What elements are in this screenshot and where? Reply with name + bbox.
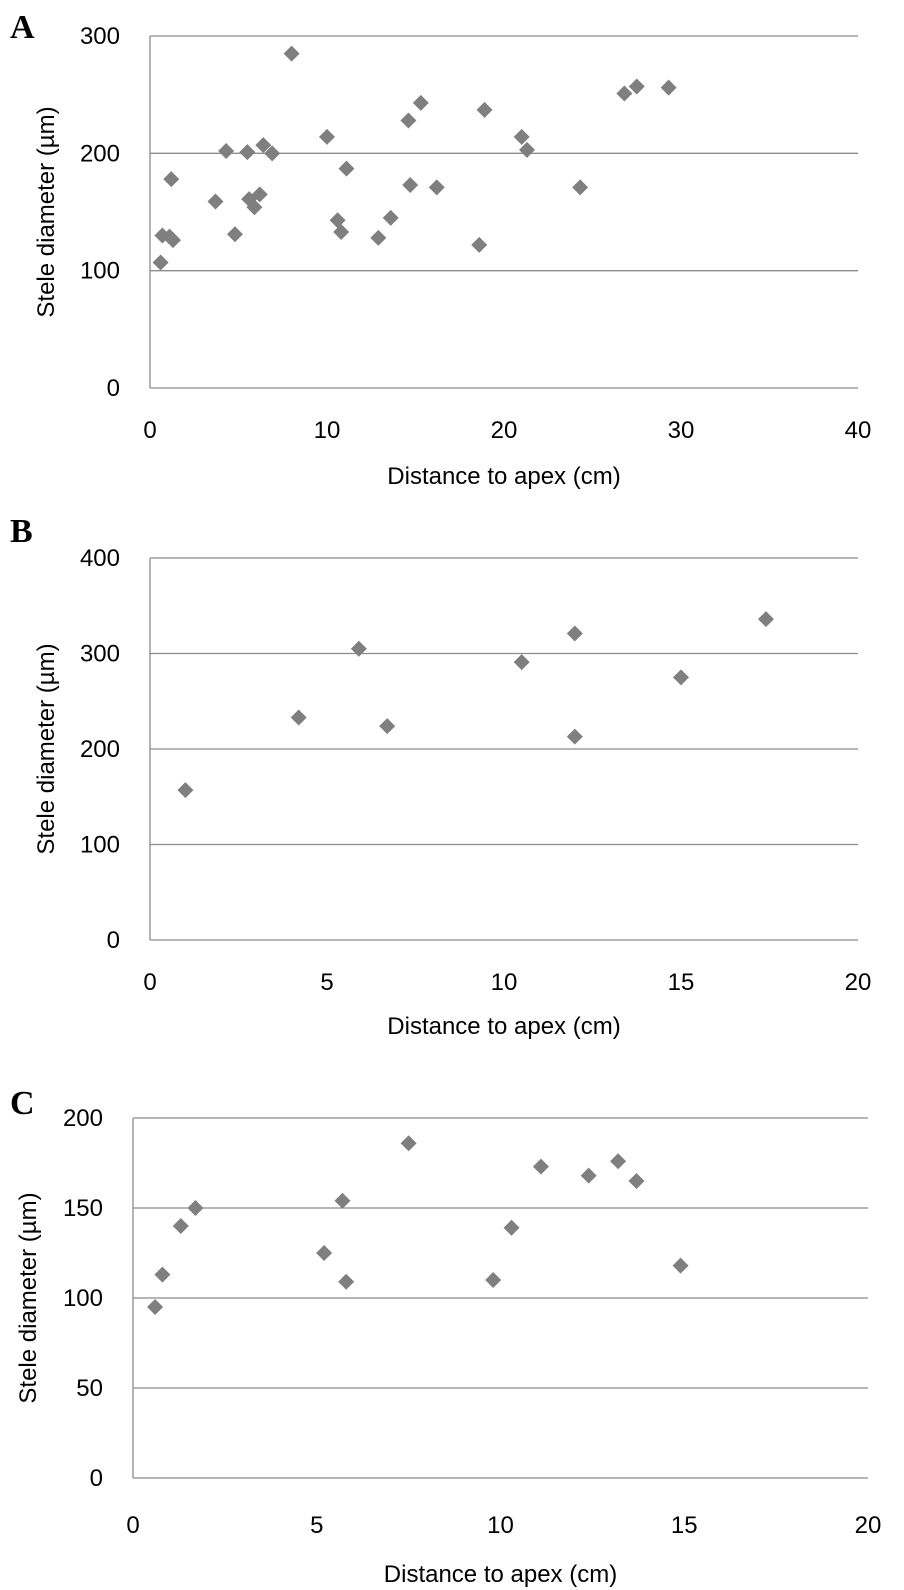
x-tick-label: 10 xyxy=(491,969,518,996)
data-point xyxy=(504,1220,520,1236)
y-axis-label: Stele diameter (µm) xyxy=(33,643,60,854)
x-axis-label: Distance to apex (cm) xyxy=(387,463,620,490)
x-tick-label: 40 xyxy=(845,417,872,444)
x-tick-label: 0 xyxy=(143,417,156,444)
data-point xyxy=(471,237,487,253)
data-point xyxy=(400,112,416,128)
y-tick-label: 200 xyxy=(80,736,120,763)
x-tick-label: 20 xyxy=(855,1512,882,1539)
data-point xyxy=(284,46,300,62)
x-tick-label: 20 xyxy=(845,969,872,996)
data-point xyxy=(153,254,169,270)
x-tick-label: 15 xyxy=(671,1512,698,1539)
y-tick-label: 100 xyxy=(80,258,120,285)
data-point xyxy=(567,729,583,745)
data-point xyxy=(316,1245,332,1261)
data-point xyxy=(177,782,193,798)
x-tick-label: 10 xyxy=(314,417,341,444)
chart-b: B 0 100 200 300 400 0 5 10 15 20 Distance to apex (… xyxy=(10,513,871,1040)
y-tick-label: 300 xyxy=(80,23,120,50)
data-point xyxy=(616,85,632,101)
data-point xyxy=(207,193,223,209)
data-point xyxy=(572,179,588,195)
data-point xyxy=(187,1200,203,1216)
data-point xyxy=(485,1272,501,1288)
data-point xyxy=(413,95,429,111)
x-tick-label: 10 xyxy=(487,1512,514,1539)
y-axis-label: Stele diameter (µm) xyxy=(33,106,60,317)
data-point xyxy=(401,1135,417,1151)
x-axis-label: Distance to apex (cm) xyxy=(384,1561,617,1588)
data-point xyxy=(319,129,335,145)
y-tick-label: 200 xyxy=(63,1105,103,1132)
data-point xyxy=(338,161,354,177)
x-tick-label: 0 xyxy=(143,969,156,996)
data-point xyxy=(581,1168,597,1184)
data-point xyxy=(610,1153,626,1169)
y-tick-label: 0 xyxy=(107,375,120,402)
panel-label: B xyxy=(10,513,33,550)
y-tick-label: 150 xyxy=(63,1195,103,1222)
data-point xyxy=(661,80,677,96)
data-point xyxy=(629,78,645,94)
data-point xyxy=(628,1173,644,1189)
data-point xyxy=(477,102,493,118)
data-point xyxy=(514,654,530,670)
data-point xyxy=(291,709,307,725)
x-tick-label: 30 xyxy=(668,417,695,444)
y-tick-label: 50 xyxy=(76,1375,103,1402)
panel-label: C xyxy=(10,1085,35,1122)
data-point xyxy=(379,718,395,734)
x-tick-label: 5 xyxy=(310,1512,323,1539)
data-point xyxy=(154,1267,170,1283)
data-point xyxy=(673,669,689,685)
panel-label: A xyxy=(10,9,35,46)
data-point xyxy=(338,1274,354,1290)
data-point xyxy=(383,210,399,226)
y-tick-label: 200 xyxy=(80,140,120,167)
data-point xyxy=(163,171,179,187)
data-point xyxy=(429,179,445,195)
x-tick-label: 0 xyxy=(126,1512,139,1539)
data-point xyxy=(330,212,346,228)
x-axis-label: Distance to apex (cm) xyxy=(387,1013,620,1040)
data-point xyxy=(533,1159,549,1175)
data-point xyxy=(567,625,583,641)
chart-c: C 0 50 100 150 200 0 5 10 15 20 Distance to apex (c… xyxy=(10,1085,881,1588)
data-point xyxy=(239,144,255,160)
data-point xyxy=(673,1258,689,1274)
y-tick-label: 400 xyxy=(80,545,120,572)
y-tick-label: 100 xyxy=(80,832,120,859)
data-point xyxy=(173,1218,189,1234)
y-tick-label: 0 xyxy=(107,927,120,954)
data-point xyxy=(227,226,243,242)
data-point xyxy=(147,1299,163,1315)
y-tick-label: 300 xyxy=(80,641,120,668)
data-point xyxy=(370,230,386,246)
x-tick-label: 20 xyxy=(491,417,518,444)
chart-a: A 0 100 200 300 0 10 20 30 40 Distance to apex (cm… xyxy=(10,9,871,490)
data-point xyxy=(351,641,367,657)
data-point xyxy=(758,611,774,627)
data-point xyxy=(402,177,418,193)
y-tick-label: 0 xyxy=(90,1465,103,1492)
data-point xyxy=(334,1193,350,1209)
x-tick-label: 15 xyxy=(668,969,695,996)
x-tick-label: 5 xyxy=(320,969,333,996)
y-axis-label: Stele diameter (µm) xyxy=(15,1192,42,1403)
y-tick-label: 100 xyxy=(63,1285,103,1312)
data-point xyxy=(333,224,349,240)
data-point xyxy=(218,143,234,159)
